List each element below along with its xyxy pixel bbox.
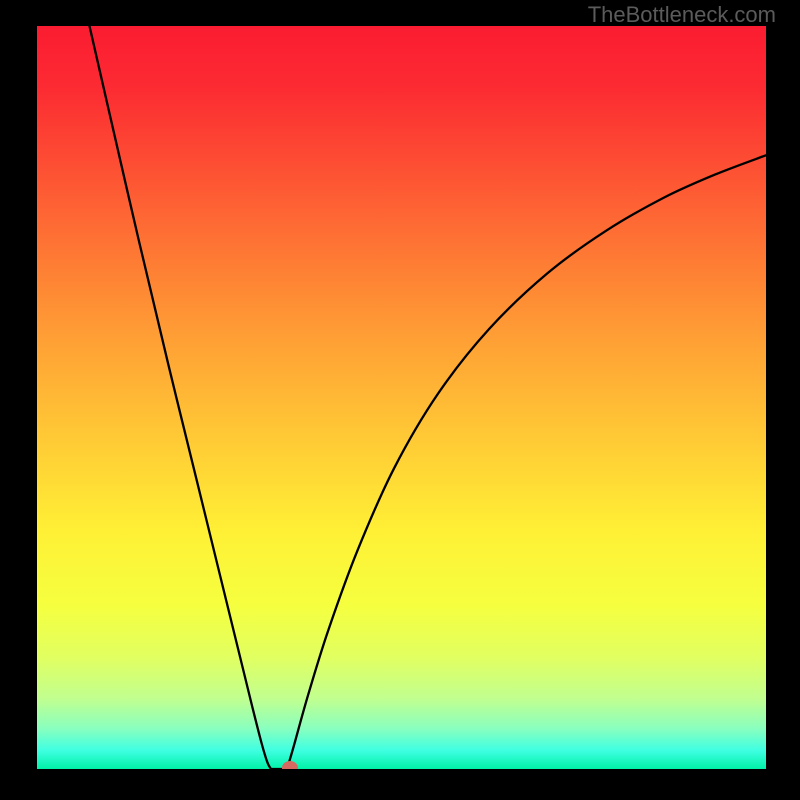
bottleneck-curve — [37, 26, 766, 769]
stage: TheBottleneck.com — [0, 0, 800, 800]
watermark-text: TheBottleneck.com — [588, 2, 776, 28]
plot-area — [37, 26, 766, 769]
